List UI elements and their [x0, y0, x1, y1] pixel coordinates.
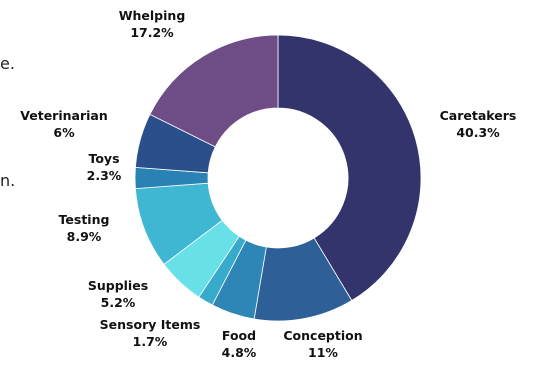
value-label-caretakers: 40.3%	[456, 125, 500, 140]
value-label-supplies: 5.2%	[101, 295, 136, 310]
label-caretakers: Caretakers	[440, 108, 517, 123]
value-label-sensory-items: 1.7%	[133, 334, 168, 349]
label-toys: Toys	[88, 151, 119, 166]
value-label-testing: 8.9%	[67, 229, 102, 244]
label-conception: Conception	[283, 328, 362, 343]
page-fragment-1: e.	[0, 54, 15, 73]
value-label-whelping: 17.2%	[130, 25, 174, 40]
value-label-veterinarian: 6%	[53, 125, 75, 140]
label-sensory-items: Sensory Items	[100, 317, 201, 332]
label-testing: Testing	[59, 212, 110, 227]
label-whelping: Whelping	[119, 8, 186, 23]
label-food: Food	[222, 328, 256, 343]
value-label-food: 4.8%	[222, 345, 257, 360]
value-label-conception: 11%	[308, 345, 338, 360]
slice-whelping	[149, 34, 279, 148]
label-supplies: Supplies	[88, 278, 148, 293]
page-fragment-2: n.	[0, 171, 16, 190]
slice-caretakers	[277, 34, 422, 302]
value-label-toys: 2.3%	[87, 168, 122, 183]
label-veterinarian: Veterinarian	[20, 108, 108, 123]
